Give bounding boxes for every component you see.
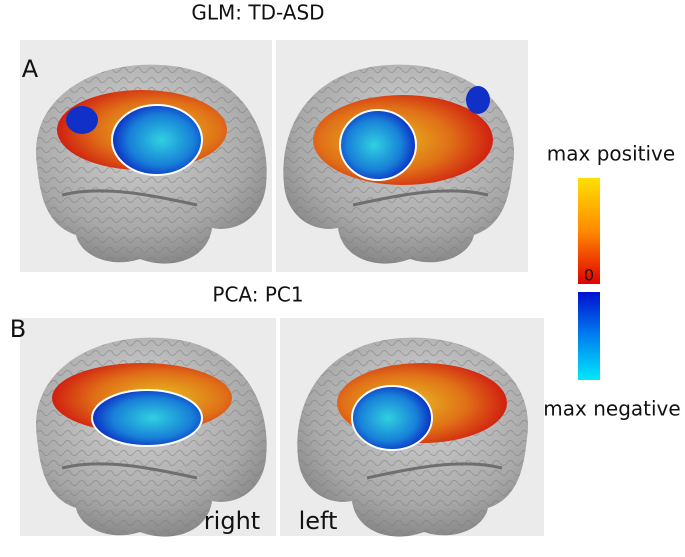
panel-title: PCA: PC1: [212, 283, 303, 307]
colorbar-positive: [578, 178, 600, 284]
panel-label: A: [22, 55, 39, 83]
panel-title: GLM: TD-ASD: [191, 1, 324, 25]
hemisphere-label: left: [299, 507, 338, 535]
brain-left: [281, 63, 516, 266]
brain-left: [295, 336, 530, 539]
brain-right: [34, 336, 269, 539]
colorbar-negative: [578, 292, 600, 380]
brain-right: [34, 63, 269, 266]
hemisphere-label: right: [204, 507, 260, 535]
colorbar-label: 0: [584, 266, 594, 285]
panel-label: B: [10, 315, 26, 343]
colorbar-label: max negative: [543, 397, 680, 421]
colorbar-label: max positive: [547, 142, 675, 166]
